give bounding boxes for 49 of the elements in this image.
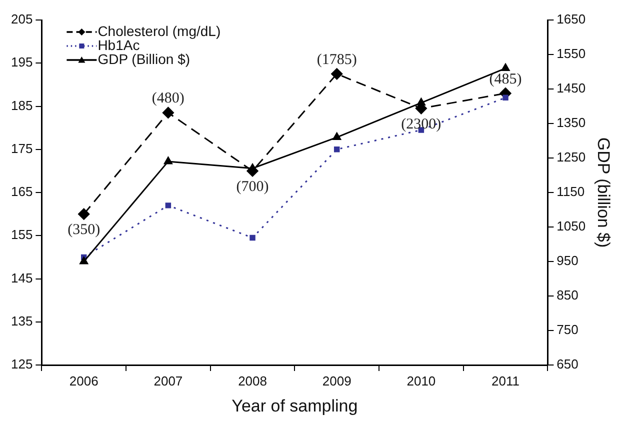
point [250,234,256,241]
point [332,132,342,140]
annotation: (700) [236,178,269,195]
x-tick-label: 2006 [69,373,98,388]
x-tick-label: 2009 [322,373,352,388]
annotation: (1785) [316,52,357,68]
y-tick-label: 175 [10,140,33,156]
y-tick-label: 185 [10,98,33,113]
point [164,156,172,164]
annotation: (480) [152,90,184,107]
point [165,202,172,208]
point [331,68,343,80]
x-tick-label: 2011 [492,373,520,388]
y2-tick-label: 1250 [556,150,586,165]
x-tick-label: 2008 [238,373,267,388]
y-tick-label: 145 [10,270,33,286]
y2-tick-label: 1150 [556,184,585,200]
y2-tick-label: 850 [556,288,578,303]
y-tick-label: 205 [10,12,33,27]
y-tick-label: 135 [10,313,33,328]
y2-tick-label: 1650 [556,12,586,27]
x-tick-label: 2007 [154,373,183,388]
annotation: (350) [68,222,100,238]
y2-tick-label: 650 [556,356,578,372]
legend-label: Cholesterol (mg/dL) [98,22,221,39]
y2-axis-title: GDP (billion $) [594,137,614,248]
annotation: (2300) [401,116,442,132]
y-tick-label: 195 [10,54,33,70]
point [162,106,174,118]
x-tick-label: 2010 [406,373,436,388]
x-axis-title: Year of sampling [232,396,358,416]
y-tick-label: 125 [10,356,33,372]
legend-label: GDP (Billion $) [98,50,190,67]
y-tick-label: 165 [10,184,33,200]
y2-tick-label: 1550 [556,46,586,62]
annotation: (485) [489,71,522,88]
y2-tick-label: 1350 [556,115,586,130]
y2-tick-label: 1450 [556,80,586,96]
point [502,94,508,100]
point [80,256,88,264]
y2-tick-label: 1050 [556,218,586,234]
point [501,64,510,72]
y-tick-label: 155 [10,227,33,242]
legend-label: Hb1Ac [98,36,140,53]
point [416,98,426,106]
y2-tick-label: 950 [556,253,578,268]
point [78,208,90,220]
point [334,146,340,152]
y2-tick-label: 750 [556,322,578,338]
